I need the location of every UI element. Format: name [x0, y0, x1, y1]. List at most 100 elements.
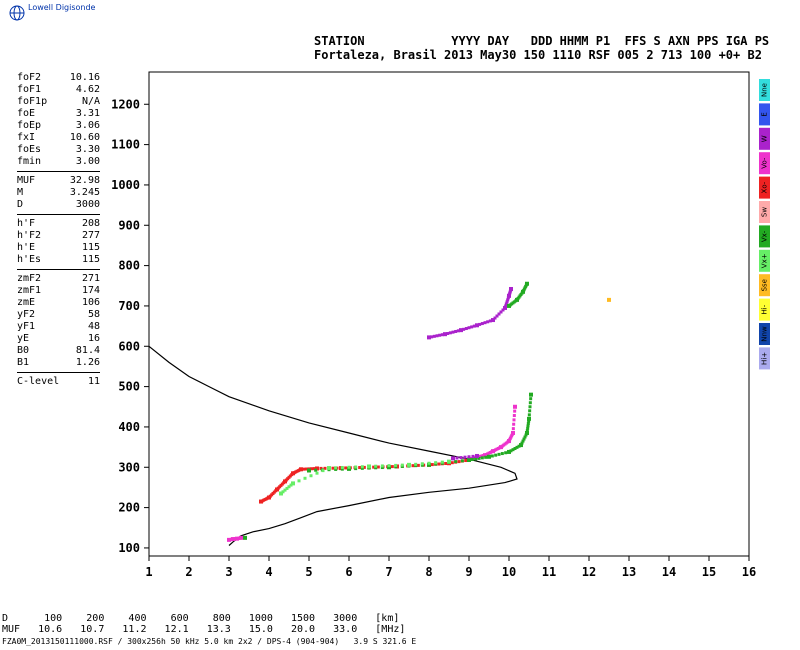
echo-point	[459, 328, 463, 333]
echo-point	[307, 468, 311, 473]
legend-label: Hi-	[761, 304, 769, 314]
density-profile-line	[148, 345, 518, 546]
legend-label: Xo-	[761, 181, 769, 193]
echo-point	[477, 456, 481, 460]
echo-point	[464, 327, 468, 331]
echo-point	[446, 331, 450, 335]
param-value: 277	[81, 230, 100, 241]
param-label: D	[17, 199, 24, 210]
echo-point	[528, 409, 532, 413]
echo-point	[374, 466, 378, 470]
param-row-fxi: fxI 10.60	[4, 132, 100, 144]
x-tick-label: 7	[385, 565, 392, 579]
param-row-fof1: foF1 4.62	[4, 84, 100, 96]
echo-point	[490, 454, 494, 458]
echo-point	[448, 331, 452, 335]
param-value: N/A	[81, 96, 100, 107]
x-tick-label: 16	[742, 565, 756, 579]
param-row-fof1p: foF1p N/A	[4, 96, 100, 108]
param-label: foEp	[17, 120, 42, 131]
param-row-zme: zmE 106	[4, 297, 100, 309]
echo-point	[521, 439, 525, 443]
param-label: foE	[17, 108, 36, 119]
echo-point	[420, 462, 424, 466]
echo-point	[464, 459, 468, 463]
echo-point	[327, 466, 331, 471]
y-tick-label: 900	[118, 218, 140, 232]
echo-point	[513, 447, 517, 451]
param-label: h'Es	[17, 254, 42, 265]
echo-point	[519, 443, 523, 448]
echo-point	[506, 298, 510, 302]
echo-point	[360, 466, 364, 470]
echo-point	[376, 465, 380, 469]
echo-point	[387, 465, 391, 470]
param-row-yf2: yF2 58	[4, 309, 100, 321]
echo-point	[340, 467, 344, 471]
y-tick-label: 1000	[111, 178, 140, 192]
logo: Lowell Digisonde	[4, 2, 184, 24]
footer-file-info: FZA0M_2013150111000.RSF / 300x256h 50 kH…	[2, 637, 417, 646]
echo-point	[451, 456, 455, 461]
param-row-zmf1: zmF1 174	[4, 285, 100, 297]
param-label: C-level	[17, 376, 60, 387]
param-label: foEs	[17, 144, 42, 155]
echo-point	[450, 461, 454, 465]
param-row-zmf2: zmF2 271	[4, 273, 100, 285]
legend-swatch	[759, 298, 770, 321]
echo-point	[334, 466, 338, 470]
echo-point	[380, 464, 384, 468]
legend-label: Vx-	[761, 230, 769, 242]
echo-point	[526, 424, 530, 428]
echo-point	[495, 314, 499, 318]
logo-text: Lowell Digisonde	[28, 3, 96, 12]
param-value: 11	[87, 376, 100, 387]
echo-point	[507, 449, 511, 454]
echo-point	[321, 469, 325, 473]
footer-muf-row: MUF 10.6 10.7 11.2 12.1 13.3 15.0 20.0 3…	[2, 624, 406, 635]
echo-point	[460, 459, 464, 463]
param-label: B0	[17, 345, 30, 356]
echo-point	[427, 462, 431, 467]
legend-label: Vx+	[761, 253, 769, 268]
legend-label: Sw	[761, 207, 769, 217]
echo-point	[504, 302, 508, 306]
param-row-foe: foE 3.31	[4, 108, 100, 120]
echo-point	[525, 429, 529, 433]
echo-point	[509, 449, 513, 453]
param-value: 58	[87, 309, 100, 320]
echo-point	[497, 312, 501, 316]
legend-swatch	[759, 127, 770, 150]
echo-point	[529, 392, 533, 397]
echo-point	[454, 460, 458, 464]
echo-point	[499, 310, 503, 314]
echo-point	[478, 322, 482, 326]
echo-point	[287, 485, 291, 489]
echo-point	[500, 452, 504, 456]
echo-point	[302, 467, 306, 471]
echo-point	[354, 467, 358, 471]
param-row-foes: foEs 3.30	[4, 144, 100, 156]
param-row-hes: h'Es 115	[4, 254, 100, 266]
echo-point	[454, 329, 458, 333]
echo-point	[434, 461, 438, 465]
echo-point	[303, 476, 307, 480]
echo-point	[443, 332, 447, 337]
param-value: 115	[81, 242, 100, 253]
echo-point	[525, 281, 529, 286]
echo-point	[334, 467, 338, 471]
echo-point	[528, 401, 532, 405]
param-label: zmF1	[17, 285, 42, 296]
param-row-clevel: C-level 11	[4, 376, 100, 388]
param-label: h'F	[17, 218, 36, 229]
legend-label: Vo-	[761, 157, 769, 169]
echo-point	[347, 465, 351, 469]
param-value: 106	[81, 297, 100, 308]
echo-point	[430, 463, 434, 467]
globe-icon	[9, 5, 25, 21]
param-row-hf2: h'F2 277	[4, 230, 100, 242]
param-row-hf: h'F 208	[4, 218, 100, 230]
echo-point	[475, 323, 479, 328]
echo-point	[470, 325, 474, 329]
echo-point	[312, 467, 316, 471]
